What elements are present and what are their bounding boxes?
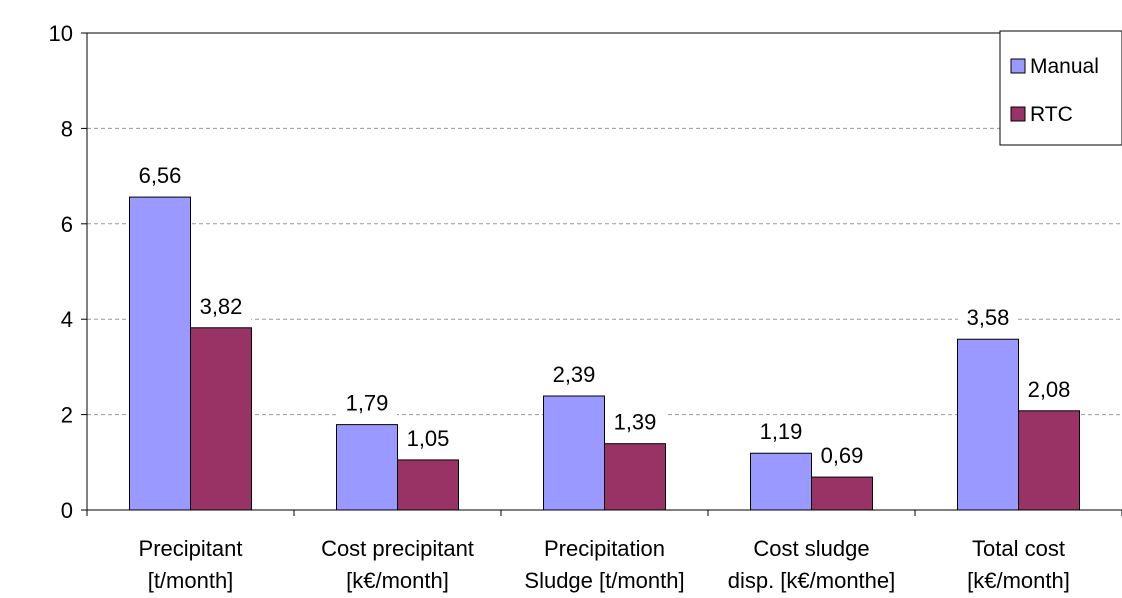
legend-swatch — [1010, 58, 1026, 74]
category-label-line: [k€/month] — [967, 568, 1070, 593]
data-label-background — [544, 357, 604, 392]
y-tick-label: 2 — [61, 403, 73, 428]
category-label-line: Precipitation — [544, 536, 665, 561]
category-label-line: Cost sludge — [753, 536, 869, 561]
data-label: 1,19 — [760, 419, 803, 444]
y-tick-label: 4 — [61, 307, 73, 332]
y-tick-labels: 0 2 4 6 8 10 — [49, 21, 73, 523]
category-label: Total cost [k€/month] — [967, 536, 1070, 593]
bar-rtc — [190, 327, 252, 511]
data-label: 0,69 — [821, 443, 864, 468]
data-label: 3,58 — [967, 305, 1010, 330]
category-label: Cost sludge disp. [k€/monthe] — [728, 536, 896, 593]
data-label-background — [605, 405, 665, 440]
category-label-line: Sludge [t/month] — [524, 568, 684, 593]
category-label: Cost precipitant [k€/month] — [321, 536, 474, 593]
bar-manual — [336, 424, 398, 511]
bar-manual — [543, 395, 605, 511]
data-label-background — [958, 301, 1018, 336]
data-label-background — [191, 289, 251, 324]
category-label-line: Precipitant — [139, 536, 243, 561]
bar-rtc — [397, 459, 459, 511]
bar-rtc — [604, 443, 666, 511]
data-label-background — [337, 386, 397, 421]
legend-label: Manual — [1030, 55, 1099, 78]
bar-rtc — [811, 476, 873, 511]
category-label: Precipitant [t/month] — [139, 536, 243, 593]
data-label-background — [398, 421, 458, 456]
data-label: 1,79 — [346, 391, 389, 416]
category-label: Precipitation Sludge [t/month] — [524, 536, 684, 593]
data-label: 3,82 — [200, 294, 243, 319]
category-labels: Precipitant [t/month] Cost precipitant [k€/… — [139, 536, 1070, 593]
y-tick-label: 6 — [61, 212, 73, 237]
bar-manual — [957, 338, 1019, 511]
data-label: 2,08 — [1028, 377, 1071, 402]
legend-label: RTC — [1030, 103, 1073, 126]
data-labels: 6,56 3,82 1,79 1,05 2,39 1,39 1,19 0,69 3,58 2,08 — [130, 159, 1079, 474]
bars — [129, 196, 1080, 511]
category-label-line: disp. [k€/monthe] — [728, 568, 896, 593]
data-label: 1,39 — [614, 410, 657, 435]
legend-swatch — [1010, 106, 1026, 122]
data-label: 1,05 — [407, 426, 450, 451]
data-label: 2,39 — [553, 362, 596, 387]
bar-manual — [750, 452, 812, 511]
bar-manual — [129, 196, 191, 511]
data-label-background — [1019, 372, 1079, 407]
data-label-background — [812, 439, 872, 474]
data-label-background — [130, 159, 190, 194]
data-label: 6,56 — [139, 163, 182, 188]
bar-rtc — [1018, 410, 1080, 511]
y-tick-label: 8 — [61, 116, 73, 141]
category-label-line: [k€/month] — [346, 568, 449, 593]
y-tick-label: 10 — [49, 21, 73, 46]
data-label-background — [751, 415, 811, 450]
y-tick-label: 0 — [61, 498, 73, 523]
legend-box — [999, 30, 1122, 146]
category-label-line: Cost precipitant — [321, 536, 474, 561]
legend: Manual RTC — [999, 30, 1122, 146]
category-label-line: Total cost — [972, 536, 1065, 561]
category-label-line: [t/month] — [148, 568, 234, 593]
